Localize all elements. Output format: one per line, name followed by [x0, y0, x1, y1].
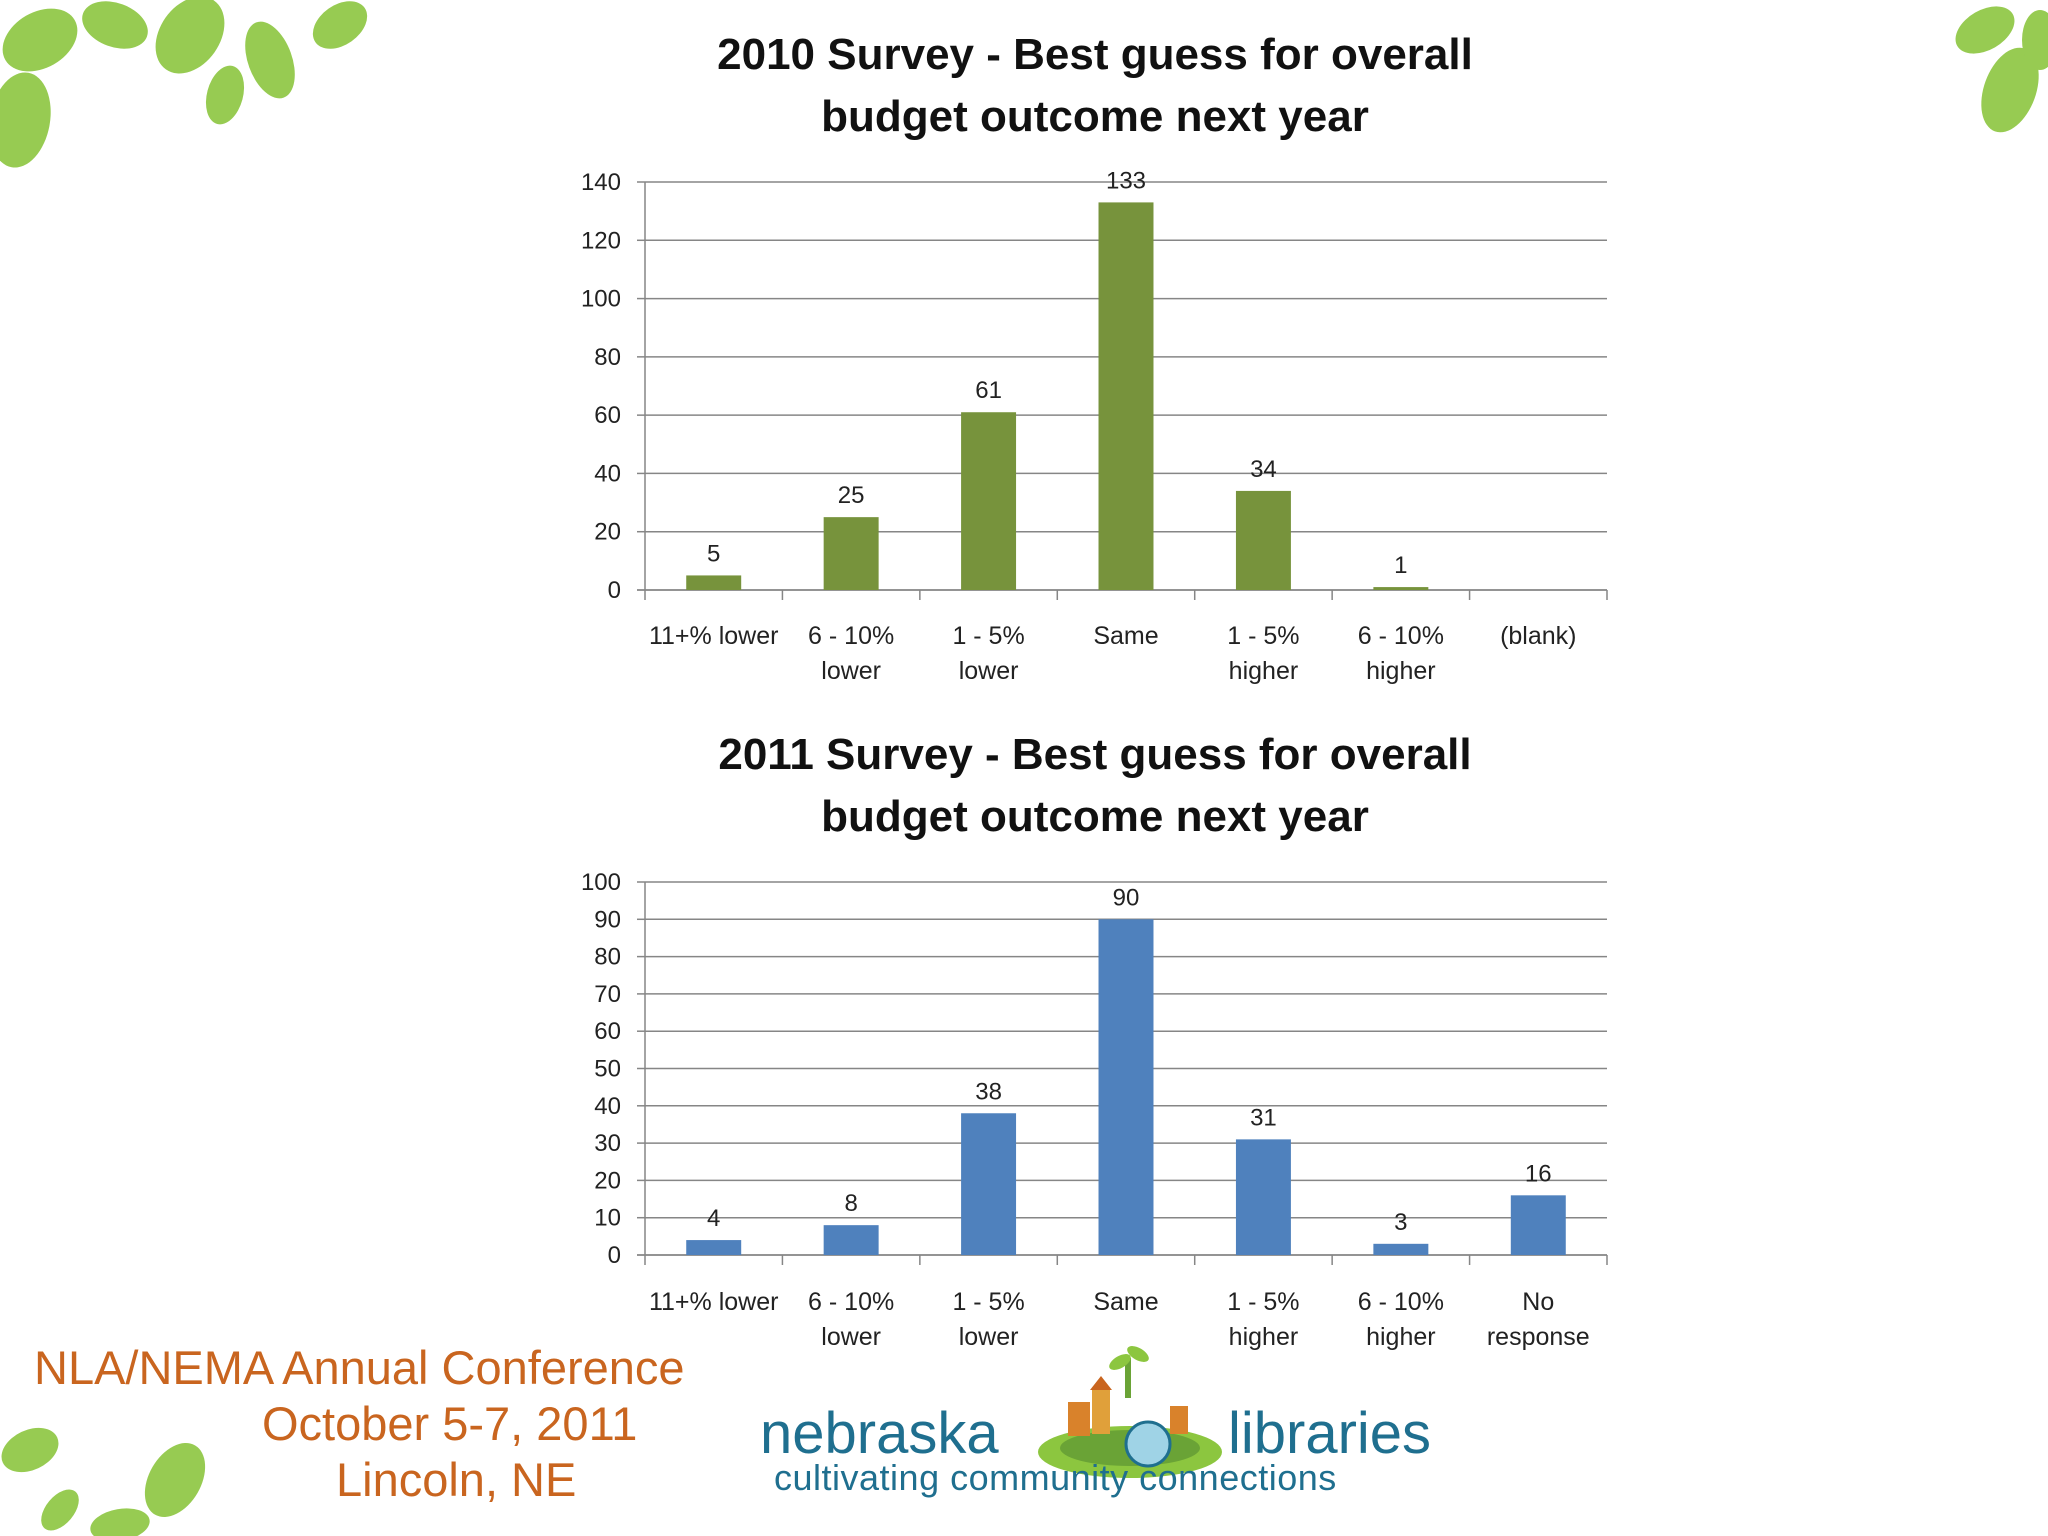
y-tick-label: 90	[594, 906, 621, 933]
library-globe-logo-icon	[1038, 1346, 1222, 1478]
data-label: 61	[975, 377, 1002, 404]
data-label: 8	[844, 1190, 857, 1217]
data-label: 3	[1394, 1209, 1407, 1236]
y-tick-label: 80	[594, 944, 621, 971]
chart-2010: 0 20 40 60 80 100 120 140 5 11+% lower 25 6 - 10% lo…	[581, 167, 1608, 685]
y-tick-label: 0	[608, 577, 621, 604]
category-label: 6 - 10%	[808, 1288, 894, 1316]
conference-dates: October 5-7, 2011	[262, 1397, 638, 1450]
bar	[1235, 490, 1291, 590]
category-label: 1 - 5%	[1227, 1288, 1299, 1316]
category-label: response	[1487, 1323, 1590, 1351]
bar	[1098, 202, 1154, 590]
category-label: 6 - 10%	[1358, 1288, 1444, 1316]
y-tick-label: 100	[581, 286, 621, 313]
data-label: 90	[1113, 884, 1140, 911]
y-tick-label: 140	[581, 169, 621, 196]
brand-word-libraries: libraries	[1228, 1401, 1432, 1466]
category-label: higher	[1229, 657, 1299, 685]
category-label: 1 - 5%	[1227, 622, 1299, 650]
data-label: 16	[1525, 1160, 1552, 1187]
bar	[823, 1225, 879, 1255]
bar	[961, 412, 1017, 590]
category-label: No	[1522, 1288, 1554, 1316]
category-label: higher	[1366, 1323, 1436, 1351]
category-label: 6 - 10%	[808, 622, 894, 650]
nebraska-libraries-logo: nebraska libraries cultivating community…	[760, 1340, 1460, 1530]
category-label: 6 - 10%	[1358, 622, 1444, 650]
y-tick-label: 20	[594, 1167, 621, 1194]
y-tick-label: 60	[594, 1018, 621, 1045]
y-tick-label: 80	[594, 344, 621, 371]
data-label: 38	[975, 1078, 1002, 1105]
y-tick-label: 50	[594, 1056, 621, 1083]
bar	[1098, 919, 1154, 1255]
category-label: (blank)	[1500, 622, 1576, 650]
y-tick-label: 20	[594, 519, 621, 546]
category-label: lower	[959, 1323, 1019, 1351]
category-label: Same	[1093, 1288, 1158, 1316]
data-label: 5	[707, 540, 720, 567]
brand-tagline: cultivating community connections	[774, 1457, 1337, 1498]
chart-1-title-line-1: 2010 Survey - Best guess for overall	[717, 30, 1473, 79]
bar	[686, 575, 742, 590]
bar	[823, 517, 879, 590]
y-tick-label: 60	[594, 402, 621, 429]
bar	[1373, 587, 1429, 590]
data-label: 25	[838, 482, 865, 509]
category-label: higher	[1366, 657, 1436, 685]
y-tick-label: 30	[594, 1130, 621, 1157]
chart-2-title: 2011 Survey - Best guess for overall bud…	[540, 724, 1650, 848]
y-tick-label: 40	[594, 1093, 621, 1120]
category-label: lower	[821, 1323, 881, 1351]
data-label: 133	[1106, 167, 1146, 194]
conference-name: NLA/NEMA Annual Conference	[34, 1341, 685, 1394]
data-label: 31	[1250, 1104, 1277, 1131]
y-tick-label: 100	[581, 869, 621, 896]
chart-2-title-line-2: budget outcome next year	[821, 792, 1369, 841]
data-label: 1	[1394, 552, 1407, 579]
y-tick-label: 70	[594, 981, 621, 1008]
bar	[1235, 1139, 1291, 1255]
y-tick-label: 40	[594, 460, 621, 487]
category-label: lower	[821, 657, 881, 685]
chart-2-title-line-1: 2011 Survey - Best guess for overall	[718, 730, 1472, 779]
bar	[1373, 1243, 1429, 1255]
category-label: Same	[1093, 622, 1158, 650]
bar	[1510, 1195, 1566, 1255]
category-label: 1 - 5%	[952, 1288, 1024, 1316]
chart-2011: 0 10 20 30 40 50 60 70 80 90 100 4 11+% lower 8 6 - 10…	[581, 869, 1608, 1351]
y-tick-label: 120	[581, 227, 621, 254]
bar	[961, 1113, 1017, 1255]
category-label: 11+% lower	[649, 1288, 778, 1316]
category-label: 11+% lower	[649, 622, 778, 650]
category-label: lower	[959, 657, 1019, 685]
bar	[686, 1240, 742, 1255]
category-label: higher	[1229, 1323, 1299, 1351]
conference-location: Lincoln, NE	[336, 1453, 577, 1506]
data-label: 34	[1250, 456, 1277, 483]
chart-1-title: 2010 Survey - Best guess for overall bud…	[540, 24, 1650, 148]
y-tick-label: 0	[608, 1242, 621, 1269]
y-tick-label: 10	[594, 1205, 621, 1232]
brand-word-nebraska: nebraska	[760, 1401, 999, 1466]
chart-1-title-line-2: budget outcome next year	[821, 92, 1369, 141]
data-label: 4	[707, 1205, 720, 1232]
category-label: 1 - 5%	[952, 622, 1024, 650]
